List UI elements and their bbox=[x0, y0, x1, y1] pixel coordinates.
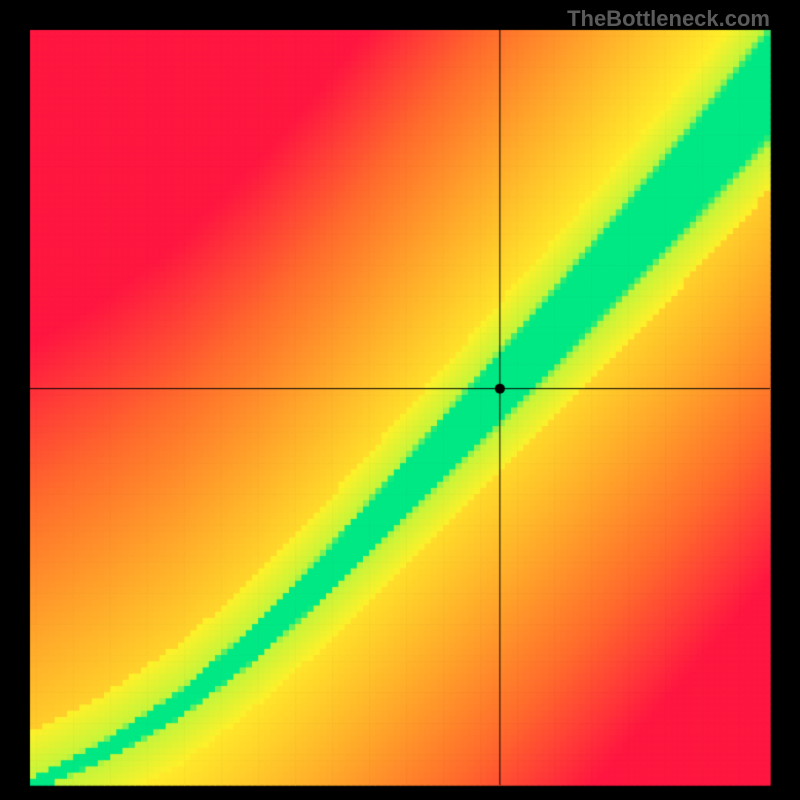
bottleneck-heatmap bbox=[0, 0, 800, 800]
watermark-text: TheBottleneck.com bbox=[567, 6, 770, 32]
